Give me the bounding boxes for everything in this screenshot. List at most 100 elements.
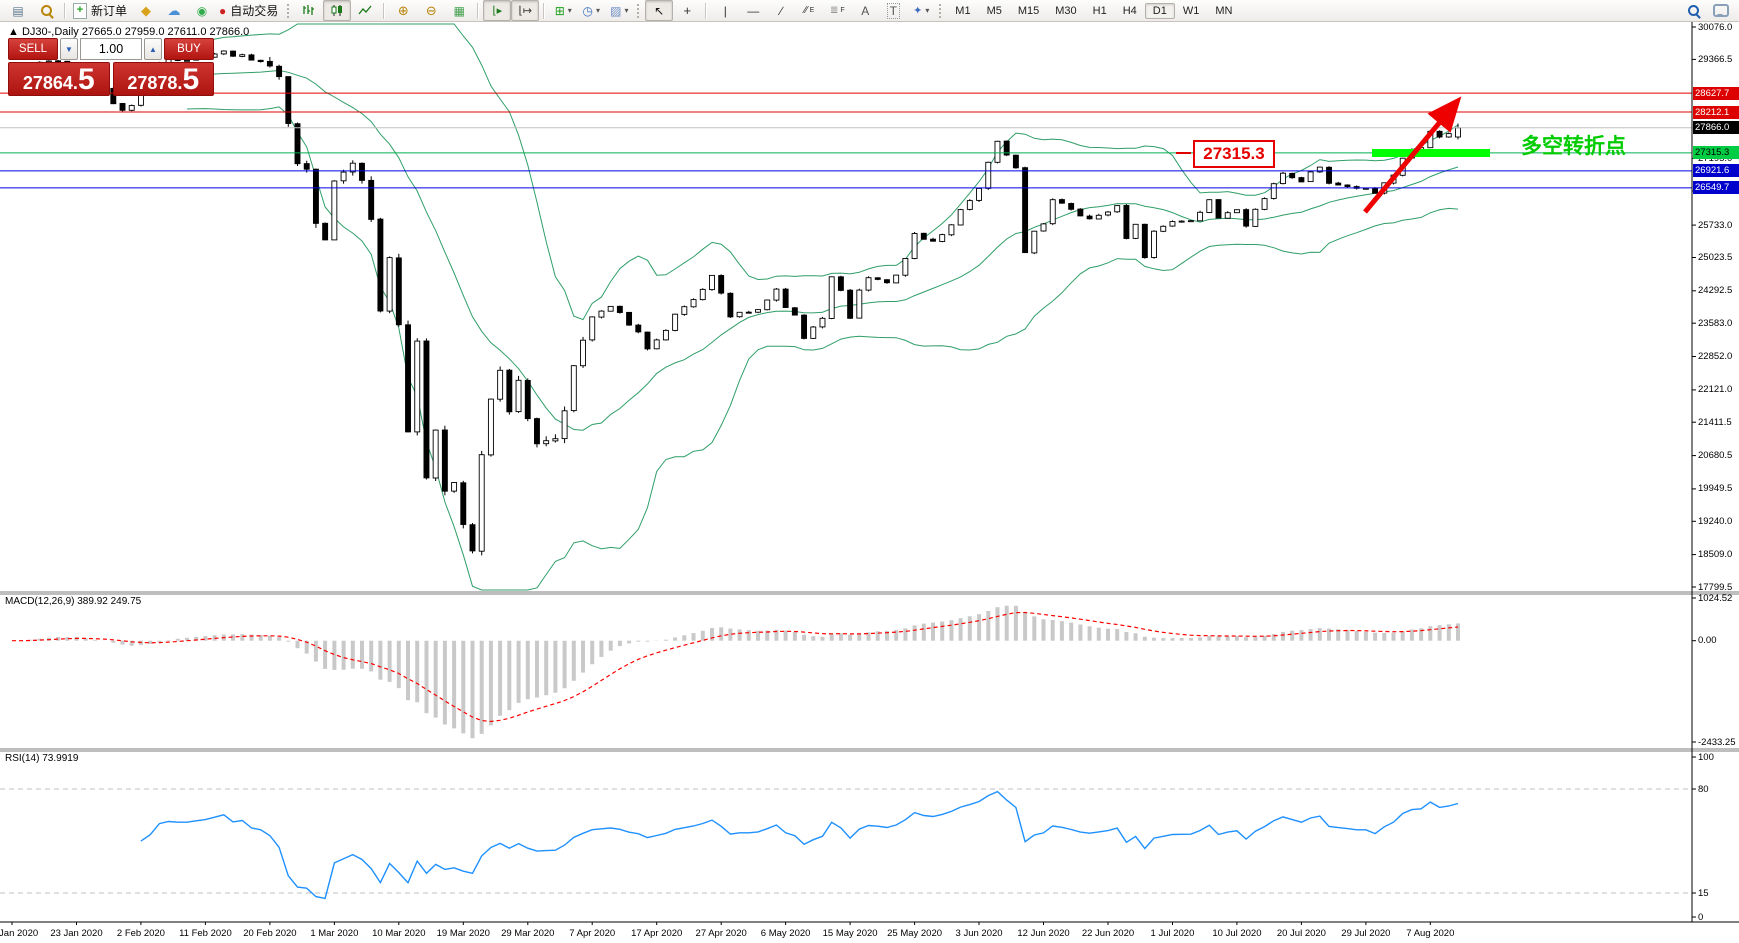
text-button[interactable]: A	[851, 0, 879, 21]
timeframe-m1[interactable]: M1	[955, 4, 971, 17]
candle-body	[1012, 154, 1019, 169]
panel-collapse-icon[interactable]: ▲	[8, 26, 19, 38]
candle-body	[395, 257, 402, 326]
indicators-icon: ⊞	[554, 3, 565, 18]
auto-scroll-button[interactable]: ⌊▸	[483, 0, 512, 21]
candle-body	[239, 54, 246, 57]
search-button[interactable]	[1679, 0, 1707, 21]
timeframe-m30[interactable]: M30	[1055, 4, 1077, 17]
profiles-icon	[40, 5, 52, 16]
bar-chart-button[interactable]	[295, 0, 323, 21]
charts-window-icon: ▤	[12, 3, 24, 18]
chat-button[interactable]	[1707, 0, 1735, 21]
channel-icon: ∕∕	[804, 5, 808, 16]
auto-trading-icon: ●	[219, 3, 227, 18]
candle-body	[1335, 182, 1342, 186]
candle-body	[1298, 177, 1305, 183]
candle-body	[1095, 214, 1102, 220]
text-label-button[interactable]: T	[879, 0, 907, 21]
shapes-icon: ✦	[913, 5, 923, 17]
toolbar-grip	[939, 3, 943, 18]
ohlc-values: 27665.0 27959.0 27611.0 27866.0	[81, 26, 250, 38]
community-button[interactable]: ☁	[160, 0, 188, 21]
dropdown-arrow-icon: ▾	[596, 6, 601, 15]
shapes-button[interactable]: ✦ ▾	[907, 0, 935, 21]
candle-body	[285, 76, 292, 124]
trend-arrow[interactable]	[1363, 96, 1462, 214]
macd-signal-line	[12, 611, 1459, 723]
tile-windows-icon: ▦	[453, 3, 465, 18]
candle-body	[672, 313, 679, 331]
metaeditor-button[interactable]: ◆	[132, 0, 160, 21]
trendline-button[interactable]: ∕	[767, 0, 795, 21]
candle-body	[662, 329, 669, 341]
candle-body	[432, 429, 439, 479]
fibonacci-button[interactable]: ≣ F	[823, 0, 851, 21]
candle-body	[506, 369, 513, 413]
profiles-button[interactable]	[32, 0, 60, 21]
volume-input[interactable]: 1.00	[80, 38, 142, 60]
candle-body	[1455, 127, 1461, 138]
buy-price-pip: 5	[182, 63, 200, 96]
vertical-line-button[interactable]: |	[711, 0, 739, 21]
buy-button[interactable]: BUY	[164, 38, 214, 60]
buy-price[interactable]: 27878. 5	[112, 62, 214, 96]
candle-body	[1436, 130, 1443, 138]
turning-point-text[interactable]: 多空转折点	[1521, 135, 1626, 158]
horizontal-line-button[interactable]: —	[739, 0, 767, 21]
indicators-button[interactable]: ⊞ ▾	[549, 0, 577, 21]
charts-window-button[interactable]: ▤	[4, 0, 32, 21]
candle-body	[257, 59, 264, 63]
candle-body	[994, 140, 1001, 163]
timeframe-w1[interactable]: W1	[1182, 4, 1200, 17]
zoom-out-button[interactable]: ⊖	[417, 0, 445, 21]
chart-shift-button[interactable]: ⌊↦	[511, 0, 540, 21]
candle-body	[948, 224, 955, 236]
candle-body	[1049, 199, 1056, 225]
candle-body	[1141, 223, 1148, 259]
signals-button[interactable]: ◉	[188, 0, 216, 21]
candle-body	[856, 289, 863, 319]
timeframe-mn[interactable]: MN	[1215, 4, 1233, 17]
candle-body	[911, 233, 918, 259]
price-level-annotation[interactable]: 27315.3	[1193, 140, 1275, 168]
candlestick-chart-button[interactable]	[323, 0, 352, 21]
candle-body	[1270, 183, 1277, 199]
dropdown-arrow-icon: ▾	[624, 6, 629, 15]
cursor-button[interactable]: ↖	[645, 0, 674, 21]
templates-button[interactable]: ▨ ▾	[605, 0, 633, 21]
volume-decrease-button[interactable]: ▼	[60, 38, 78, 60]
candle-body	[497, 369, 504, 400]
candle-body	[1003, 140, 1010, 156]
sell-price[interactable]: 27864. 5	[8, 62, 110, 96]
volume-increase-button[interactable]: ▲	[144, 38, 162, 60]
candle-body	[1169, 221, 1176, 227]
line-chart-button[interactable]	[351, 0, 379, 21]
thick-green-segment[interactable]	[1372, 149, 1490, 157]
candle-body	[230, 50, 236, 57]
timeframe-h1[interactable]: H1	[1092, 4, 1107, 17]
timeframe-m15[interactable]: M15	[1017, 4, 1040, 17]
equidistant-channel-button[interactable]: ∕∕ E	[795, 0, 823, 21]
tile-windows-button[interactable]: ▦	[445, 0, 473, 21]
zoom-in-button[interactable]: ⊕	[389, 0, 417, 21]
auto-trading-button[interactable]: ● 自动交易	[216, 0, 283, 21]
sell-button[interactable]: SELL	[8, 38, 58, 60]
candle-body	[1261, 198, 1268, 210]
line-chart-icon	[358, 5, 372, 15]
zoom-out-icon: ⊖	[425, 2, 437, 18]
periods-button[interactable]: ◷ ▾	[577, 0, 605, 21]
candle-body	[709, 274, 715, 291]
crosshair-button[interactable]: +	[673, 0, 701, 21]
timeframe-d1[interactable]: D1	[1144, 2, 1175, 19]
candle-body	[1197, 211, 1204, 222]
candle-body	[441, 429, 448, 492]
candle-body	[966, 200, 973, 210]
new-order-button[interactable]: + 新订单	[70, 0, 132, 21]
candle-body	[487, 398, 494, 456]
timeframe-h4[interactable]: H4	[1122, 4, 1137, 17]
candle-body	[1178, 220, 1185, 223]
candle-body	[1252, 208, 1259, 227]
timeframe-m5[interactable]: M5	[986, 4, 1002, 17]
